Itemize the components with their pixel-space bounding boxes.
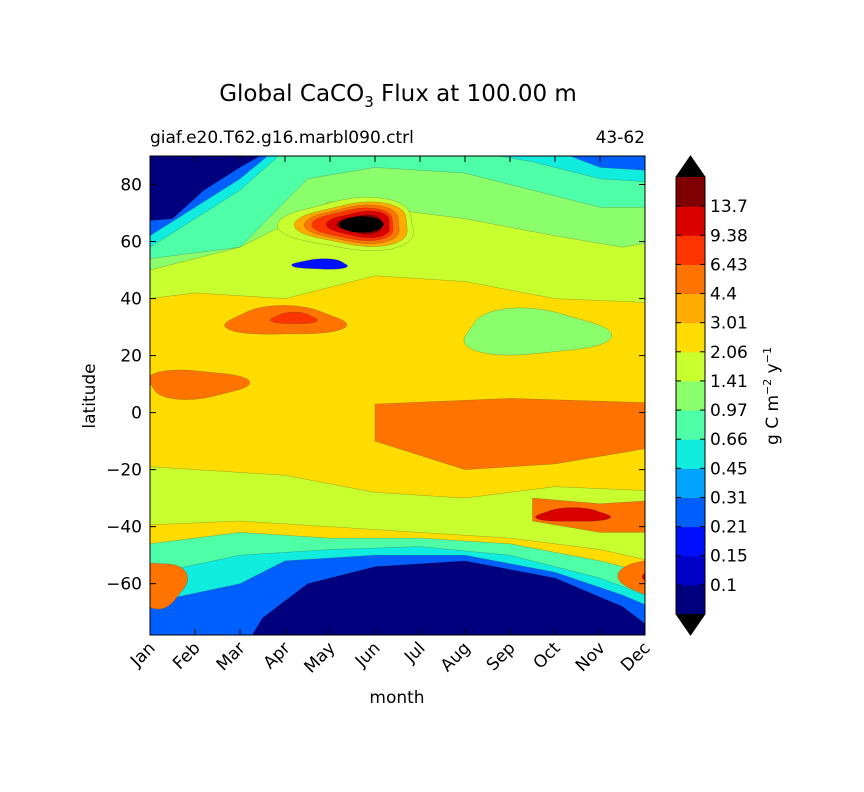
- colorbar-tick-label: 3.01: [710, 314, 748, 334]
- y-tick-label: −60: [106, 575, 142, 595]
- x-tick-label: Aug: [437, 638, 475, 676]
- x-tick-label: Dec: [617, 638, 654, 675]
- colorbar-segment: [676, 235, 705, 265]
- band-south-polar: [251, 560, 645, 635]
- colorbar-tick-label: 0.45: [710, 459, 748, 479]
- heatmap-regions: [150, 156, 645, 635]
- colorbar-tick-label: 6.43: [710, 255, 748, 275]
- y-tick-label: 80: [120, 176, 142, 196]
- heatmap-field: [150, 156, 645, 635]
- equatorial-max: [374, 398, 645, 470]
- colorbar-label-main: g C m: [763, 395, 783, 445]
- south-jan-max: [150, 562, 188, 610]
- colorbar-tick-label: 2.06: [710, 343, 748, 363]
- colorbar-segment: [676, 206, 705, 236]
- colorbar-tick-label: 0.31: [710, 488, 748, 508]
- chart-title: Global CaCO3 Flux at 100.00 m: [219, 81, 577, 111]
- bloom-n-over: [339, 216, 384, 233]
- colorbar-tick-label: 4.4: [710, 285, 737, 305]
- colorbar-tick-label: 0.1: [710, 576, 737, 596]
- colorbar-tick-label: 0.21: [710, 518, 748, 538]
- colorbar-segment: [676, 555, 705, 586]
- y-tick-label: 0: [131, 404, 142, 424]
- y-tick-label: 60: [120, 233, 142, 253]
- subtrop-n-core: [270, 311, 318, 324]
- colorbar-segment: [676, 351, 705, 382]
- colorbar-label-mid: y: [763, 363, 783, 378]
- x-tick-label: Nov: [572, 638, 610, 676]
- y-axis-label: latitude: [80, 363, 100, 428]
- x-tick-label: Oct: [530, 638, 565, 673]
- x-tick-label: Jul: [400, 638, 429, 667]
- x-tick-label: May: [301, 638, 340, 677]
- colorbar-tick-label: 9.38: [710, 226, 748, 246]
- south-dec-max: [617, 560, 645, 595]
- x-axis-label: month: [369, 688, 424, 708]
- x-tick-label: Feb: [169, 638, 204, 673]
- colorbar-tick-label: 0.97: [710, 401, 748, 421]
- colorbar-label-exp2: −1: [761, 347, 774, 363]
- x-tick-label: Sep: [483, 638, 520, 675]
- colorbar-segment: [676, 177, 705, 207]
- subtrop-n-green: [463, 307, 613, 356]
- north-streak: [291, 258, 348, 270]
- colorbar-segment: [676, 526, 705, 557]
- colorbar-segment: [676, 264, 705, 295]
- colorbar-label: g C m−2 y−1: [761, 347, 783, 445]
- colorbar-segment: [676, 468, 705, 498]
- colorbar-segment: [676, 584, 705, 615]
- colorbar-under-arrow: [676, 614, 705, 635]
- colorbar-tick-label: 1.41: [710, 372, 748, 392]
- title-main: Global CaCO: [219, 81, 364, 107]
- subtitle-left: giaf.e20.T62.g16.marbl090.ctrl: [150, 128, 414, 148]
- colorbar-segment: [676, 439, 705, 469]
- colorbar-tick-label: 13.7: [710, 197, 748, 217]
- y-axis: 80 60 40 20 0 −20 −40 −60: [106, 176, 645, 595]
- x-tick-label: Jan: [126, 638, 159, 671]
- colorbar: 0.1 0.15 0.21 0.31 0.45 0.66 0.97 1.41 2.06 3.01 4…: [675, 155, 748, 636]
- y-tick-label: −20: [106, 461, 142, 481]
- y-tick-label: 20: [120, 347, 142, 367]
- title-tail: Flux at 100.00 m: [374, 81, 577, 107]
- band-north-3: [150, 156, 645, 259]
- title-subscript: 3: [364, 93, 374, 111]
- colorbar-segment: [676, 322, 705, 353]
- plot-frame: [149, 155, 646, 636]
- band-north-polar: [150, 156, 261, 221]
- colorbar-over-arrow: [676, 156, 705, 177]
- x-tick-label: Mar: [213, 638, 250, 675]
- colorbar-segment: [676, 293, 705, 324]
- x-tick-label: Jun: [351, 638, 385, 672]
- colorbar-tick-label: 0.15: [710, 547, 748, 567]
- band-south-1: [150, 466, 645, 560]
- south-dec-core: [641, 572, 645, 581]
- colorbar-outline: [675, 155, 706, 636]
- colorbar-segment: [676, 380, 705, 411]
- colorbar-segment: [676, 410, 705, 440]
- colorbar-label-exp1: −2: [761, 379, 774, 395]
- colorbar-segment: [676, 497, 705, 528]
- x-tick-label: Apr: [260, 638, 295, 673]
- subtitle-right: 43-62: [596, 128, 645, 148]
- y-tick-label: 40: [120, 290, 142, 310]
- colorbar-tick-label: 0.66: [710, 430, 748, 450]
- subtrop-s-core: [535, 507, 611, 522]
- y-tick-label: −40: [106, 518, 142, 538]
